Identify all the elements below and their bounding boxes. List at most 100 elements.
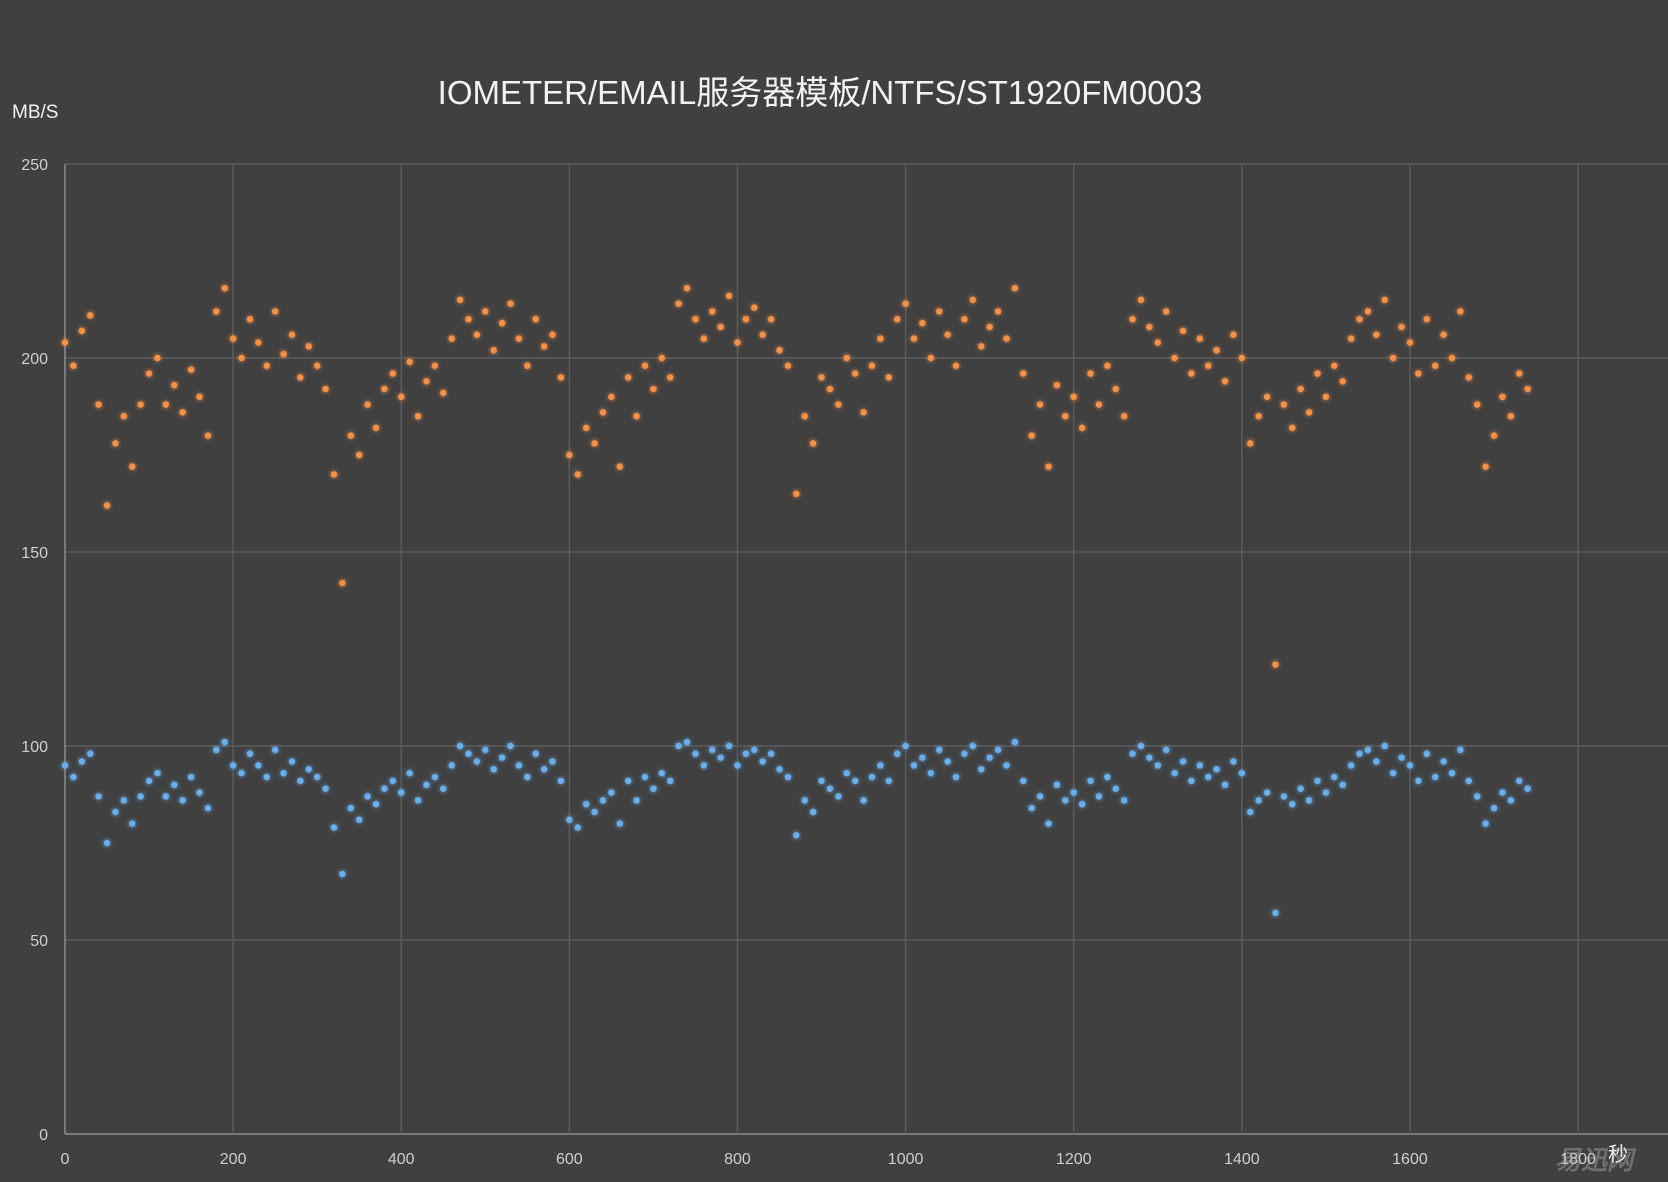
data-point <box>204 432 212 439</box>
data-point <box>1087 777 1094 785</box>
data-point <box>566 451 573 459</box>
data-point <box>877 335 884 342</box>
x-tick-label: 600 <box>556 1151 583 1168</box>
data-point <box>557 777 565 785</box>
data-point <box>860 797 867 804</box>
data-point <box>986 754 993 761</box>
data-point <box>801 413 808 420</box>
data-point <box>1516 777 1523 785</box>
data-point <box>423 378 430 385</box>
data-point <box>910 335 918 342</box>
data-point <box>1255 413 1262 420</box>
data-point <box>793 832 800 839</box>
data-point <box>826 385 834 393</box>
data-point <box>709 746 716 754</box>
data-point <box>1364 308 1372 315</box>
data-point <box>877 762 884 769</box>
data-point <box>1078 424 1086 432</box>
data-point <box>734 762 741 769</box>
data-point <box>1087 370 1094 377</box>
data-point <box>431 362 439 369</box>
data-point <box>129 820 136 827</box>
data-point <box>809 440 817 447</box>
data-point <box>70 362 77 369</box>
x-tick-label: 400 <box>388 1151 415 1168</box>
data-point <box>1263 789 1271 796</box>
data-point <box>389 370 397 377</box>
data-point <box>1280 793 1288 800</box>
data-point <box>1448 769 1456 777</box>
data-point <box>246 750 254 757</box>
data-point <box>145 777 153 785</box>
data-point <box>515 335 523 342</box>
data-point <box>1162 308 1170 315</box>
data-point <box>1171 769 1178 777</box>
data-point <box>1205 362 1212 369</box>
data-point <box>599 797 607 804</box>
data-point <box>1137 742 1145 750</box>
data-point <box>1247 440 1254 447</box>
data-point <box>423 781 430 788</box>
data-point <box>221 284 228 292</box>
data-point <box>1011 738 1019 746</box>
data-point <box>213 746 220 754</box>
data-point <box>969 296 977 303</box>
data-point <box>767 316 775 323</box>
data-point <box>1331 773 1338 781</box>
data-point <box>187 773 195 781</box>
data-point <box>734 339 741 346</box>
data-point <box>759 331 766 338</box>
data-point <box>625 374 632 381</box>
data-point <box>1028 432 1035 439</box>
data-point <box>608 789 615 796</box>
data-point <box>927 769 935 777</box>
data-point <box>1137 296 1145 303</box>
data-point <box>112 440 119 447</box>
data-point <box>305 766 312 773</box>
data-point <box>507 300 514 307</box>
data-point <box>801 797 808 804</box>
data-point <box>650 785 657 792</box>
data-point <box>1457 308 1464 315</box>
data-point <box>389 777 397 785</box>
data-point <box>1272 909 1279 917</box>
x-tick-label: 1200 <box>1056 1151 1092 1168</box>
data-point <box>1154 339 1161 346</box>
data-point <box>717 323 724 331</box>
data-point <box>440 785 447 792</box>
data-point <box>641 362 649 369</box>
data-point <box>1440 331 1447 338</box>
data-point <box>683 738 691 746</box>
data-point <box>87 312 94 319</box>
data-point <box>936 746 943 754</box>
data-point <box>1104 773 1111 781</box>
data-point <box>776 766 783 773</box>
y-tick-label: 250 <box>21 157 48 174</box>
data-point <box>1524 785 1531 792</box>
data-point <box>154 354 161 362</box>
data-point <box>1431 362 1439 369</box>
data-point <box>1129 316 1136 323</box>
data-point <box>95 793 102 800</box>
y-tick-label: 0 <box>39 1127 48 1144</box>
data-point <box>1389 769 1397 777</box>
data-point <box>271 746 279 754</box>
y-tick-label: 50 <box>30 933 48 950</box>
data-point <box>313 362 321 369</box>
data-point <box>263 362 270 369</box>
data-point <box>675 742 682 750</box>
data-point <box>574 471 581 478</box>
data-point <box>549 331 556 338</box>
data-point <box>1339 378 1346 385</box>
data-point <box>179 797 186 804</box>
data-point <box>1255 797 1262 804</box>
data-point <box>818 777 825 785</box>
data-point <box>61 339 69 346</box>
data-point <box>709 308 716 315</box>
data-point <box>1423 750 1430 757</box>
data-point <box>297 777 304 785</box>
data-point <box>633 413 640 420</box>
data-point <box>162 793 170 800</box>
y-axis-label: MB/S <box>12 102 59 123</box>
